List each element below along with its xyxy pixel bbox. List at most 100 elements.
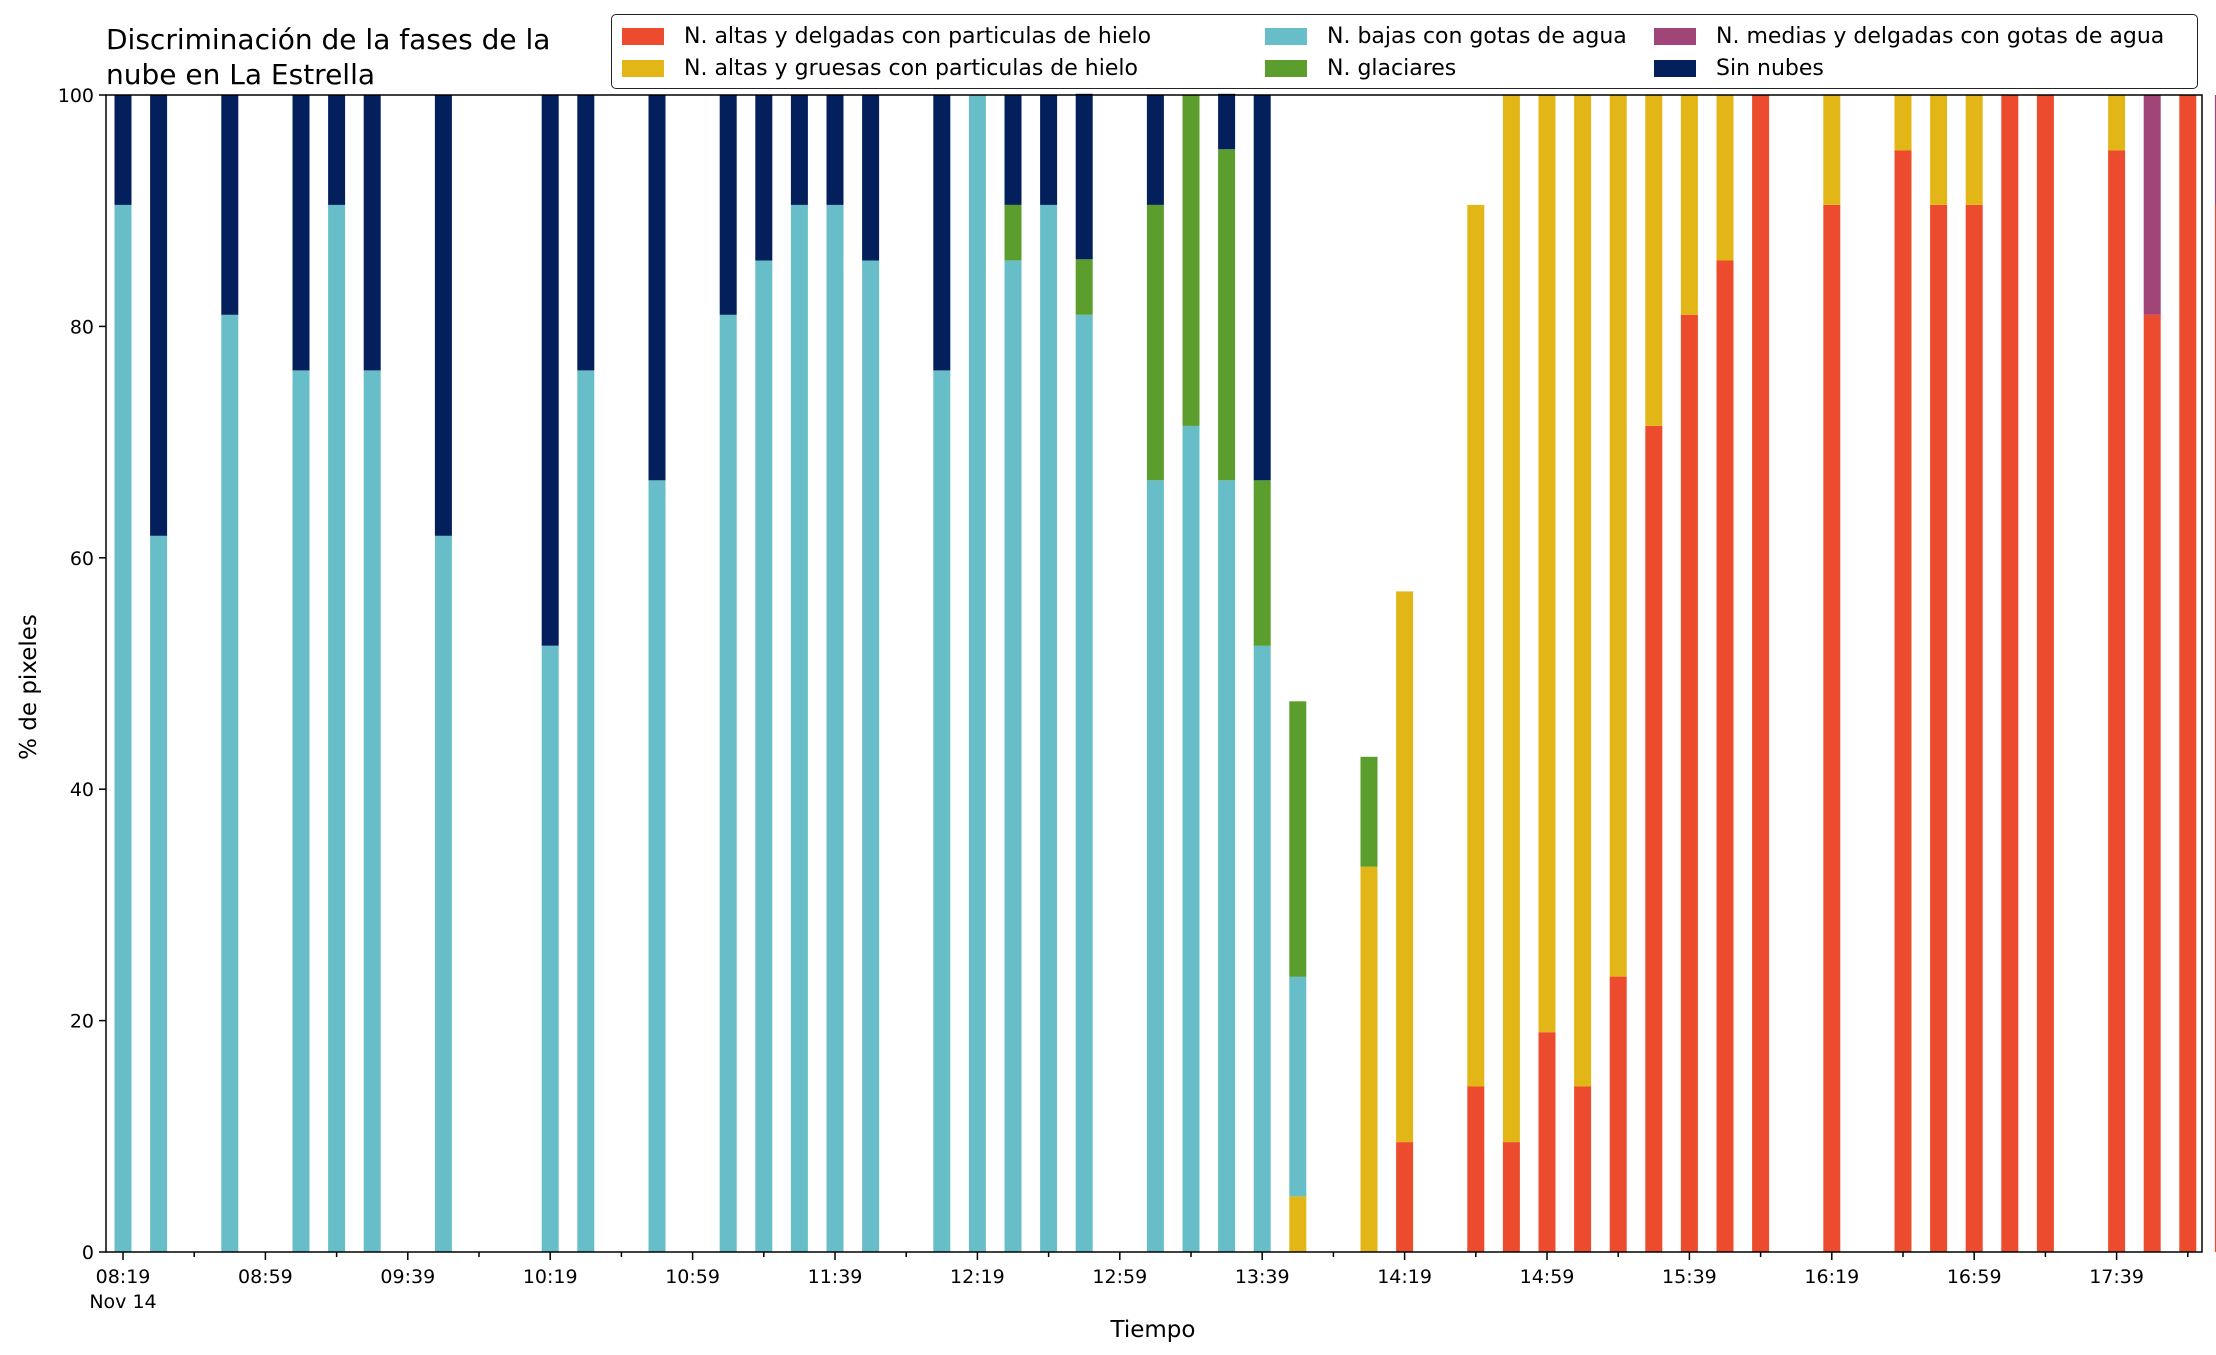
- bar-segment-2: [1289, 976, 1307, 1197]
- y-tick-label: 80: [70, 316, 94, 338]
- bar-segment-2: [114, 204, 132, 1252]
- bar-segment-2: [719, 314, 737, 1252]
- bar-segment-2: [541, 645, 559, 1252]
- x-axis-label: Tiempo: [1110, 1317, 1196, 1343]
- bar-segment-0: [2143, 314, 2161, 1252]
- bar-segment-0: [1752, 95, 1770, 1252]
- bar-segment-0: [1502, 1142, 1520, 1252]
- x-tick-label: 16:59: [1947, 1266, 2002, 1288]
- bar-segment-5: [434, 95, 452, 536]
- bar-segment-5: [862, 95, 880, 261]
- legend-item: Sin nubes: [1654, 53, 1824, 83]
- bar-segment-0: [2214, 204, 2216, 1252]
- legend-label: N. medias y delgadas con gotas de agua: [1716, 23, 2165, 49]
- x-tick-date-label: Nov 14: [89, 1291, 156, 1313]
- bar-segment-0: [1823, 204, 1841, 1252]
- bar-segment-2: [1075, 314, 1093, 1252]
- bar-segment-0: [1680, 314, 1698, 1252]
- x-tick-label: 17:39: [2089, 1266, 2144, 1288]
- bar-segment-3: [1218, 149, 1236, 481]
- y-tick-label: 0: [82, 1242, 94, 1264]
- x-tick-label: 10:19: [523, 1266, 578, 1288]
- legend-item: N. bajas con gotas de agua: [1265, 21, 1627, 51]
- x-tick-label: 10:59: [665, 1266, 720, 1288]
- bar-segment-2: [434, 535, 452, 1252]
- bar-segment-5: [933, 95, 951, 371]
- bar-segment-3: [1360, 756, 1378, 867]
- bar-segment-5: [719, 95, 737, 315]
- legend: N. altas y delgadas con particulas de hi…: [611, 14, 2198, 89]
- bar-segment-3: [1004, 204, 1022, 261]
- bar-segment-5: [363, 95, 381, 371]
- legend-item: N. medias y delgadas con gotas de agua: [1654, 21, 2164, 51]
- bar-segment-5: [826, 95, 844, 205]
- x-tick-label: 13:39: [1235, 1266, 1290, 1288]
- bar-segment-0: [2036, 95, 2054, 1252]
- legend-swatch: [1654, 27, 1696, 45]
- bar-segment-2: [933, 370, 951, 1252]
- legend-swatch: [1265, 27, 1307, 45]
- y-axis-label: % de pixeles: [16, 614, 42, 760]
- bar-segment-5: [648, 95, 666, 481]
- bar-segment-0: [1467, 1086, 1485, 1252]
- bar-segment-2: [648, 480, 666, 1252]
- bar-segment-3: [1182, 95, 1200, 426]
- bar-segment-0: [1965, 204, 1983, 1252]
- x-tick-label: 14:19: [1377, 1266, 1432, 1288]
- legend-swatch: [622, 27, 664, 45]
- bar-segment-2: [790, 204, 808, 1252]
- bar-segment-1: [1823, 95, 1841, 205]
- chart-title: Discriminación de la fases de la nube en…: [106, 23, 551, 91]
- bar-segment-5: [1146, 95, 1164, 205]
- legend-item: N. glaciares: [1265, 53, 1456, 83]
- legend-swatch: [1654, 59, 1696, 77]
- bar-segment-0: [1930, 204, 1948, 1252]
- bar-segment-1: [1930, 95, 1948, 205]
- bar-segment-1: [1502, 95, 1520, 1143]
- bar-segment-5: [1040, 95, 1058, 205]
- bar-segment-5: [1218, 93, 1236, 150]
- bar-segment-2: [1253, 645, 1271, 1252]
- legend-item: N. altas y delgadas con particulas de hi…: [622, 21, 1151, 51]
- bar-segment-0: [1645, 425, 1663, 1252]
- legend-item: N. altas y gruesas con particulas de hie…: [622, 53, 1138, 83]
- bar-segment-5: [577, 95, 595, 371]
- bar-segment-0: [1538, 1032, 1556, 1252]
- bar-segment-2: [755, 260, 773, 1252]
- x-tick-label: 14:59: [1520, 1266, 1575, 1288]
- bar-segment-0: [1716, 260, 1734, 1252]
- bar-segment-2: [577, 370, 595, 1252]
- x-tick-label: 09:39: [380, 1266, 435, 1288]
- legend-label: N. altas y gruesas con particulas de hie…: [684, 55, 1138, 81]
- bar-segment-1: [1645, 95, 1663, 426]
- x-tick-label: 12:59: [1092, 1266, 1147, 1288]
- bar-segment-0: [1609, 976, 1627, 1252]
- x-tick-label: 08:59: [238, 1266, 293, 1288]
- bar-segment-1: [1538, 95, 1556, 1033]
- x-tick-label: 16:19: [1804, 1266, 1859, 1288]
- bar-segment-2: [862, 260, 880, 1252]
- bar-segment-2: [292, 370, 310, 1252]
- bar-segment-1: [1396, 591, 1414, 1143]
- bar-segment-1: [1716, 95, 1734, 261]
- bar-segment-2: [1004, 260, 1022, 1252]
- bar-segment-5: [1075, 93, 1093, 260]
- legend-label: Sin nubes: [1716, 55, 1824, 81]
- bar-segment-4: [2143, 95, 2161, 315]
- bar-segment-1: [1360, 866, 1378, 1252]
- bar-segment-5: [541, 95, 559, 646]
- bar-segment-0: [1396, 1142, 1414, 1252]
- x-tick-label: 12:19: [950, 1266, 1005, 1288]
- y-tick-label: 40: [70, 779, 94, 801]
- plot-frame: [105, 94, 2203, 1253]
- x-tick-label: 11:39: [808, 1266, 863, 1288]
- bar-segment-2: [1040, 204, 1058, 1252]
- bar-segment-1: [1609, 95, 1627, 977]
- bars-layer: [114, 93, 2216, 1252]
- legend-swatch: [1265, 59, 1307, 77]
- y-tick-label: 60: [70, 548, 94, 570]
- bar-segment-2: [363, 370, 381, 1252]
- bar-segment-1: [1894, 95, 1912, 151]
- bar-segment-0: [2001, 95, 2019, 1252]
- bar-segment-0: [2108, 150, 2126, 1252]
